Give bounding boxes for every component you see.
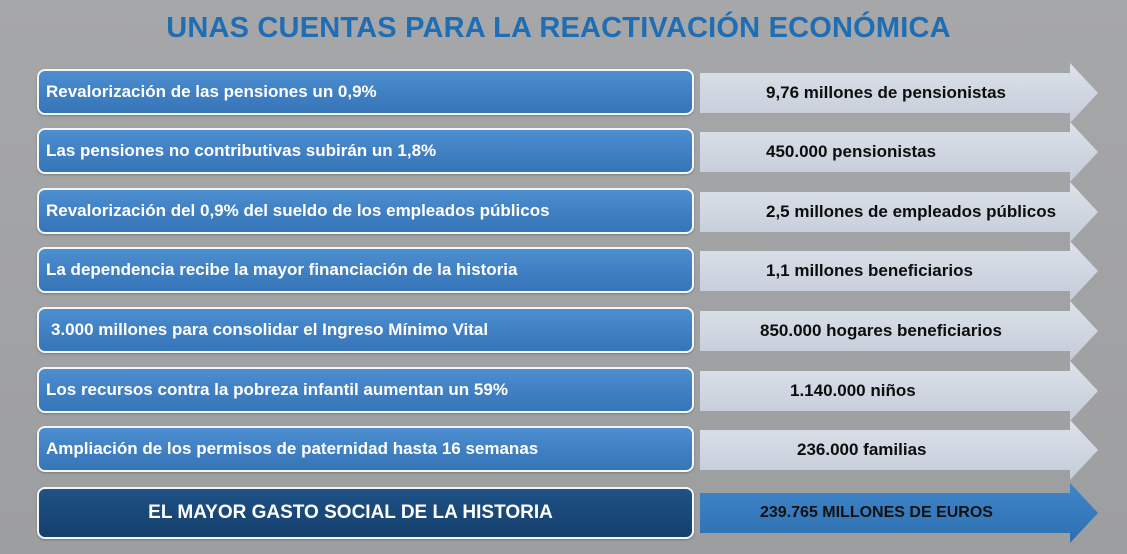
measure-box: Los recursos contra la pobreza infantil … [37, 367, 694, 413]
page-title: UNAS CUENTAS PARA LA REACTIVACIÓN ECONÓM… [166, 12, 951, 44]
beneficiaries-value: 850.000 hogares beneficiarios [760, 321, 1002, 340]
measure-box: La dependencia recibe la mayor financiac… [37, 247, 694, 293]
beneficiaries-value: 1,1 millones beneficiarios [766, 261, 973, 280]
summary-value: 239.765 MILLONES DE EUROS [760, 504, 993, 521]
beneficiaries-value: 9,76 millones de pensionistas [766, 83, 1006, 102]
arrow-shape [700, 182, 1098, 242]
measure-row: Revalorización del 0,9% del sueldo de lo… [0, 182, 1127, 242]
beneficiaries-value: 2,5 millones de empleados públicos [766, 202, 1057, 221]
measure-row: Revalorización de las pensiones un 0,9% … [0, 63, 1127, 123]
measure-row: Ampliación de los permisos de paternidad… [0, 420, 1127, 480]
measure-box: Las pensiones no contributivas subirán u… [37, 128, 694, 174]
measure-box: 3.000 millones para consolidar el Ingres… [37, 307, 694, 353]
measure-box: Ampliación de los permisos de paternidad… [37, 426, 694, 472]
measure-row: Las pensiones no contributivas subirán u… [0, 122, 1127, 182]
arrow-shape [700, 63, 1098, 123]
arrow-shape [700, 122, 1098, 182]
beneficiaries-value: 1.140.000 niños [790, 381, 916, 400]
measure-row: La dependencia recibe la mayor financiac… [0, 241, 1127, 301]
beneficiaries-value: 236.000 familias [797, 440, 927, 459]
measure-box: Revalorización del 0,9% del sueldo de lo… [37, 188, 694, 234]
arrow-shape [700, 361, 1098, 421]
measure-row: Los recursos contra la pobreza infantil … [0, 361, 1127, 421]
arrow-shape [700, 241, 1098, 301]
arrow-shape [700, 301, 1098, 361]
measure-row: 3.000 millones para consolidar el Ingres… [0, 301, 1127, 361]
summary-arrow-shape [700, 483, 1098, 543]
measure-box: Revalorización de las pensiones un 0,9% [37, 69, 694, 115]
beneficiaries-value: 450.000 pensionistas [766, 142, 937, 161]
summary-box: EL MAYOR GASTO SOCIAL DE LA HISTORIA [37, 487, 694, 539]
summary-row: EL MAYOR GASTO SOCIAL DE LA HISTORIA 239… [0, 483, 1127, 543]
arrow-shape [700, 420, 1098, 480]
